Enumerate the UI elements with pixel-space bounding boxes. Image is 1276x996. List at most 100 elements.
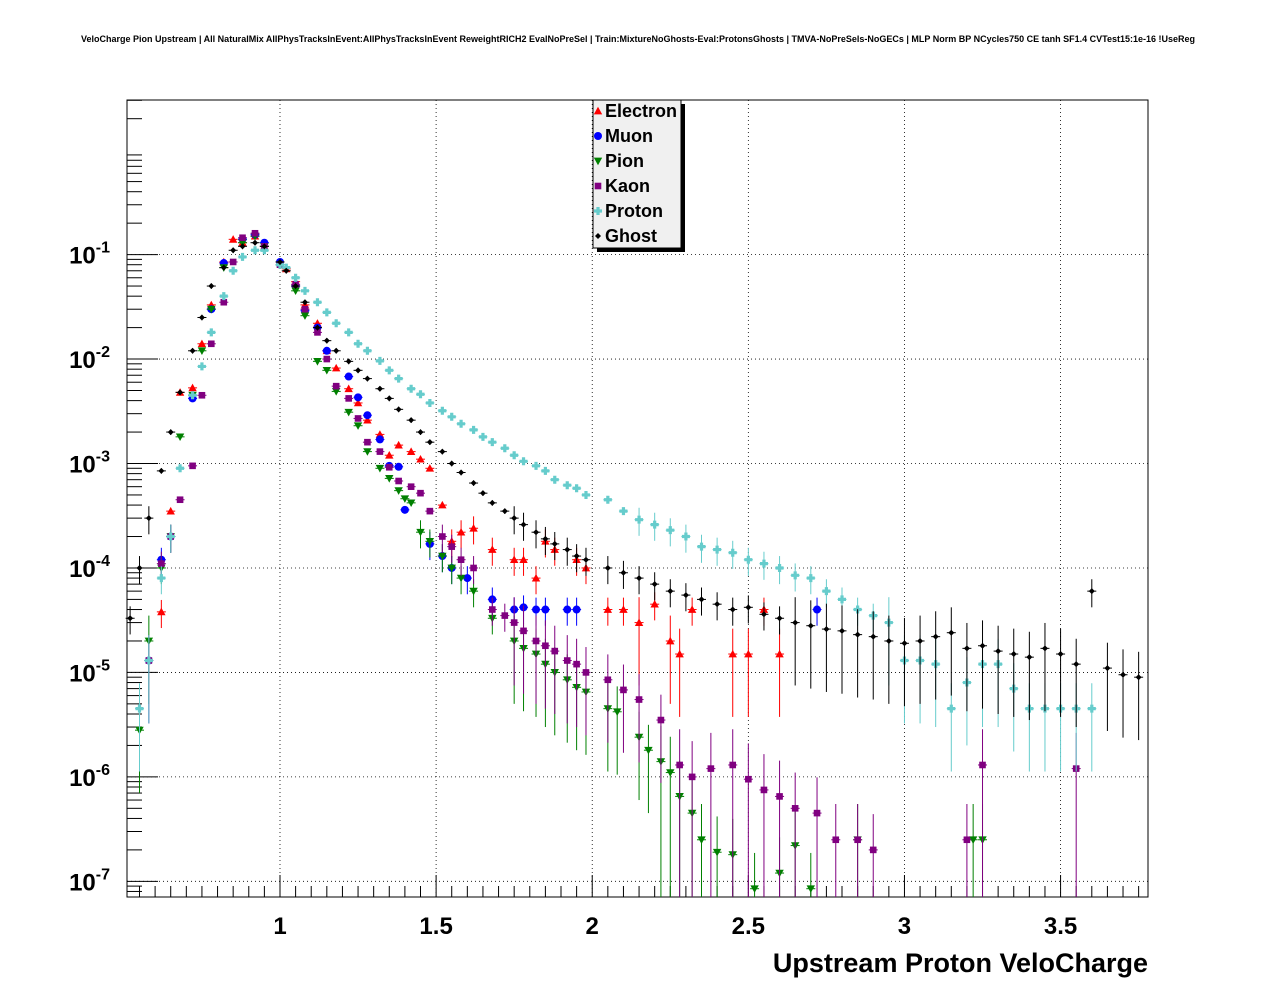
data-point [207,328,216,337]
data-point [457,556,465,563]
legend-entry-proton: Proton [594,201,663,221]
data-point [385,451,394,459]
data-point [532,637,540,645]
data-point [239,243,246,250]
data-point [395,406,402,413]
data-point [542,642,549,650]
data-point [385,366,394,375]
data-point [416,390,425,399]
data-point [676,761,683,769]
data-point [332,319,341,328]
legend-label: Electron [605,101,677,121]
data-point [707,765,715,772]
data-point [438,406,447,415]
data-point [408,417,415,424]
data-point [760,611,767,618]
data-point [644,746,653,755]
data-point [386,395,393,402]
data-point [208,340,215,348]
data-point [963,645,970,652]
data-point [197,347,207,355]
data-point [729,761,737,769]
data-point [698,596,705,603]
data-point [511,515,518,522]
data-point [417,489,424,497]
data-point [301,305,309,313]
data-point [344,408,353,417]
data-point [363,448,372,456]
data-point [729,606,736,613]
data-point [666,636,675,645]
data-point [573,660,580,668]
data-point [791,571,800,580]
data-point [276,258,283,265]
data-point [197,339,207,348]
data-point [177,389,184,396]
data-point [355,367,362,374]
data-point [229,266,238,275]
data-point [995,648,1002,655]
data-point [313,298,322,307]
data-point [822,587,831,596]
data-point [520,521,527,528]
data-point [979,642,986,649]
data-point [314,324,321,331]
x-tick-label: 3.5 [1044,913,1077,940]
data-point [127,615,134,622]
data-point [220,298,228,306]
data-point [714,601,721,608]
y-tick-label: 10-3 [69,449,110,479]
legend-entry-muon: Muon [594,126,653,146]
data-point [572,605,581,614]
series-pion [134,232,988,897]
data-point [301,299,308,306]
x-tick-label: 1 [273,913,286,940]
data-point [364,438,371,446]
data-point [198,314,205,321]
data-point [604,564,611,571]
data-point [532,605,541,614]
data-point [314,329,321,336]
data-point [488,545,497,553]
data-point [251,246,260,255]
data-point [917,637,924,644]
data-point [563,657,571,664]
data-point [417,429,424,436]
data-point [375,435,384,444]
data-point [510,451,519,460]
series-muon [144,230,822,724]
data-point [776,793,783,800]
x-axis-title: Upstream Proton VeloCharge [773,948,1148,978]
data-point [219,292,228,301]
data-point [158,467,165,474]
data-point [457,419,466,428]
data-point [283,267,290,274]
data-point [363,346,372,355]
data-point [375,464,385,473]
legend-entry-kaon: Kaon [594,176,650,196]
data-point [456,527,466,536]
data-point [500,444,509,453]
legend-label: Proton [605,201,663,221]
data-point [563,605,572,614]
series-electron [156,232,785,717]
data-point [229,258,237,266]
data-point [650,520,659,529]
data-point [744,649,753,658]
legend-entry-ghost: Ghost [595,226,657,246]
data-point [688,773,696,781]
data-point [510,619,518,626]
data-point [333,347,340,354]
data-point [400,495,410,503]
data-point [604,676,612,684]
y-tick-label: 10-2 [69,344,110,374]
y-axis: 10-1 10-2 10-3 10-4 10-5 10-6 10-7 [69,99,158,896]
data-point [167,429,174,436]
data-point [619,605,628,613]
data-point [416,528,425,537]
data-point [144,656,153,665]
data-point [479,490,486,497]
data-point [603,605,613,613]
x-tick-label: 2 [586,913,599,940]
data-point [728,649,737,658]
